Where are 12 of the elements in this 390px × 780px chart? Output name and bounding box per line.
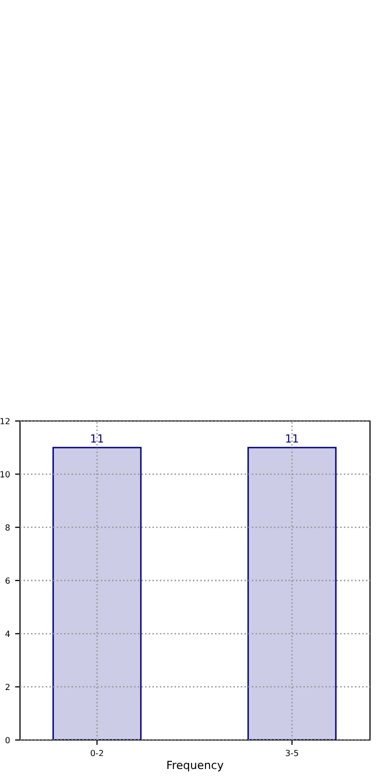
y-tick-label: 4: [5, 630, 10, 637]
y-tick-label: 10: [0, 471, 10, 478]
y-tick-label: 12: [0, 418, 10, 424]
x-tick-label: 3-5: [286, 750, 298, 756]
data-label: 11: [91, 434, 104, 442]
x-tick-label: 0-2: [90, 750, 103, 756]
data-label: 11: [286, 434, 298, 442]
y-tick-label: 0: [6, 736, 10, 744]
y-tick-label: 6: [6, 577, 10, 584]
y-tick-label: 2: [6, 684, 10, 690]
y-tick-label: 8: [6, 524, 10, 531]
x-axis-title: Frequency: [167, 760, 224, 772]
